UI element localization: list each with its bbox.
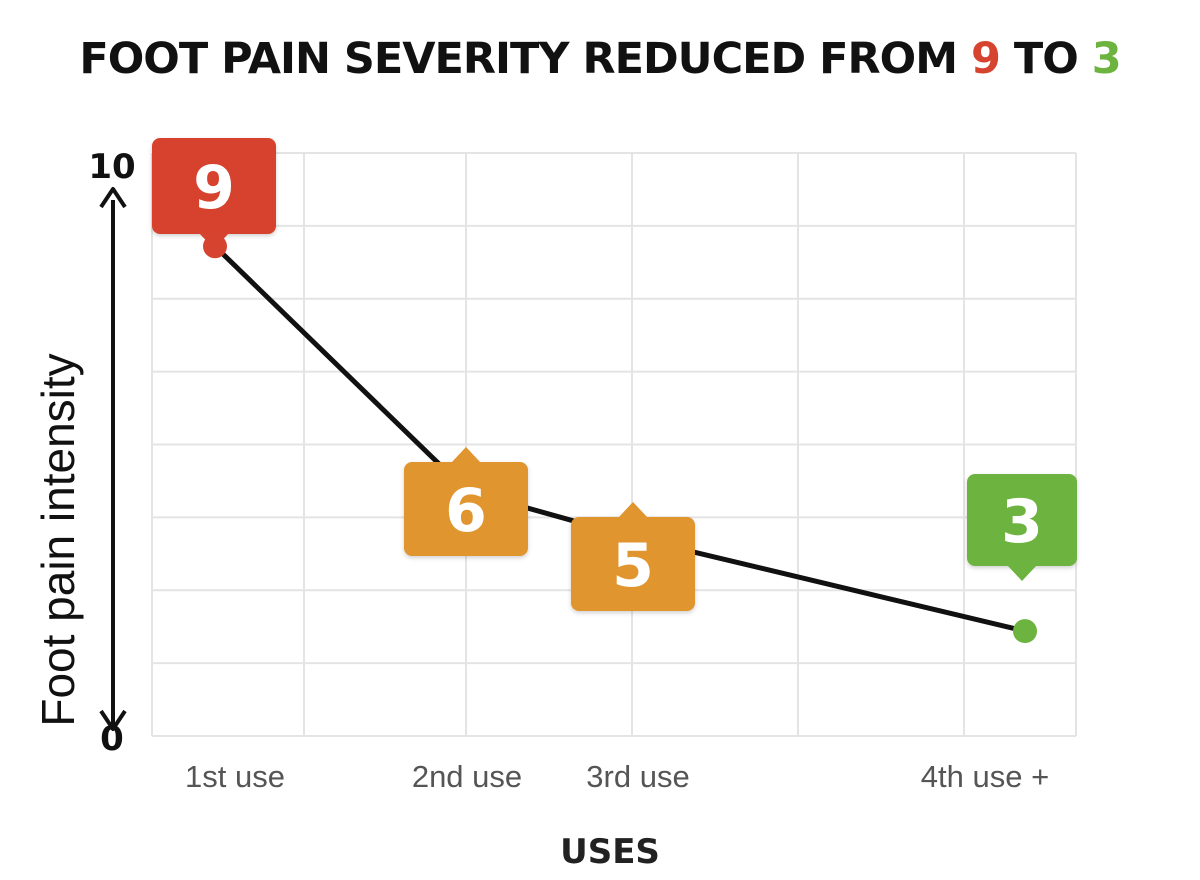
data-label-callout: 9 [152, 138, 276, 249]
data-label-callout: 6 [404, 447, 528, 556]
y-axis-arrow-down-icon [99, 709, 127, 731]
callout-box [404, 462, 528, 556]
data-label: 3 [1001, 487, 1043, 557]
data-label: 6 [445, 476, 487, 546]
chart-grid [151, 152, 1077, 737]
x-tick-label: 1st use [185, 759, 285, 794]
y-axis [99, 187, 127, 731]
callout-pointer [199, 233, 229, 249]
data-point [1013, 619, 1037, 644]
data-label: 9 [193, 153, 235, 223]
data-label-callout: 3 [967, 474, 1077, 581]
title-middle: TO [999, 34, 1092, 84]
title-start-value: 9 [970, 34, 1001, 84]
y-tick-label-min: 0 [100, 719, 124, 759]
data-label-callouts: 9 6 5 3 [152, 138, 1077, 611]
chart-title: FOOT PAIN SEVERITY REDUCED FROM 9 TO 3 [0, 34, 1200, 84]
y-axis-label: Foot pain intensity [32, 353, 84, 726]
series-line [212, 243, 1028, 634]
x-axis-label: USES [560, 832, 660, 872]
x-tick-label: 3rd use [586, 759, 689, 794]
callout-pointer [618, 502, 648, 518]
callout-box [967, 474, 1077, 566]
y-axis-arrow-up-icon [99, 187, 127, 209]
data-label-callout: 5 [571, 502, 695, 611]
callout-pointer [451, 447, 481, 463]
x-tick-label: 4th use + [921, 759, 1049, 794]
title-end-value: 3 [1091, 34, 1122, 84]
callout-pointer [1007, 565, 1037, 581]
data-label: 5 [612, 531, 654, 601]
callout-box [571, 517, 695, 611]
x-tick-label: 2nd use [412, 759, 522, 794]
y-tick-label-max: 10 [88, 147, 135, 187]
x-tick-labels: 1st use 2nd use 3rd use 4th use + [185, 759, 1049, 794]
title-prefix: FOOT PAIN SEVERITY REDUCED FROM [79, 34, 971, 84]
callout-box [152, 138, 276, 234]
